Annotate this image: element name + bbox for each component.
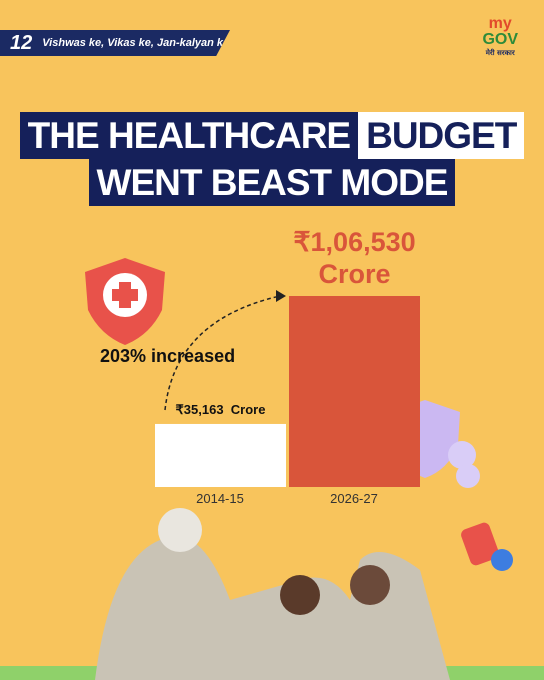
banner-number: 12 [10,31,33,54]
title-part: THE HEALTHCARE [19,112,359,159]
health-shield [85,258,165,345]
title-part: WENT BEAST MODE [88,159,456,206]
value-label: ₹1,06,530 Crore [293,227,416,290]
banner: 12 Vishwas ke, Vikas ke, Jan-kalyan ke [0,30,230,56]
banner-text: Vishwas ke, Vikas ke, Jan-kalyan ke [42,37,230,49]
logo-my: my [488,15,512,32]
medicine-icon [461,522,513,571]
logo-gov: GOV [482,31,518,48]
growth-arrow [164,295,281,411]
logo-sub: मेरी सरकार [485,49,515,57]
x-tick-label: 2014-15 [196,491,244,506]
chart-title: THE HEALTHCARE BUDGET WENT BEAST MODE [0,112,544,206]
value-label: ₹35,163 Crore [175,401,266,417]
arrow-head [276,290,286,302]
logo: my GOV मेरी सरकार [482,16,518,57]
title-part: BUDGET [358,112,525,159]
people-photo [95,508,450,680]
bar [155,423,286,487]
bar [289,296,420,487]
x-tick-label: 2026-27 [330,491,378,506]
annotation: 203% increased [100,346,236,366]
